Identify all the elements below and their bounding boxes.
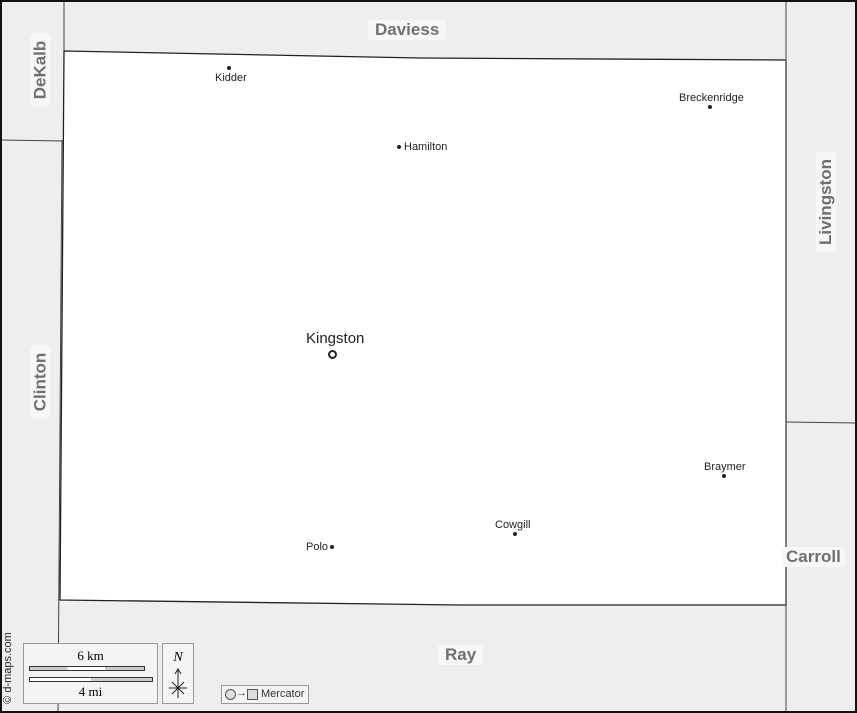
seat-label: Kingston <box>306 330 365 347</box>
scale-km-bar <box>29 666 145 671</box>
north-arrow: N <box>162 643 194 704</box>
border-line <box>0 139 64 142</box>
label-carroll: Carroll <box>782 547 845 567</box>
border-line <box>57 139 63 713</box>
globe-icon <box>225 689 236 700</box>
compass-icon <box>169 668 187 698</box>
flat-map-icon <box>247 689 258 700</box>
city-kidder: Kidder <box>215 72 247 84</box>
arrow-icon: → <box>236 687 247 699</box>
scale-mi-label: 4 mi <box>78 684 103 699</box>
projection-box: → Mercator <box>221 685 309 704</box>
projection-label: Mercator <box>261 688 305 700</box>
label-ray: Ray <box>438 645 484 665</box>
border-line <box>785 421 857 424</box>
city-cowgill: Cowgill <box>495 519 531 531</box>
city-dot-icon <box>708 105 712 109</box>
county-shape <box>59 50 787 606</box>
seat-marker-icon <box>328 350 337 359</box>
city-dot-icon <box>227 66 231 70</box>
city-breckenridge: Breckenridge <box>679 92 744 104</box>
credit-text: © d-maps.com <box>1 632 14 704</box>
north-label: N <box>173 650 183 665</box>
scale-mi-bar <box>29 677 153 682</box>
scale-km-label: 6 km <box>77 648 104 663</box>
label-livingston: Livingston <box>815 152 836 252</box>
city-dot-icon <box>722 474 726 478</box>
city-hamilton: Hamilton <box>404 141 448 153</box>
city-dot-icon <box>513 532 517 536</box>
label-clinton: Clinton <box>30 345 51 419</box>
label-daviess: Daviess <box>368 20 447 40</box>
label-dekalb: DeKalb <box>30 33 51 107</box>
city-braymer: Braymer <box>704 461 746 473</box>
city-dot-icon <box>397 145 401 149</box>
scale-bar: 6 km 4 mi <box>23 643 158 704</box>
city-dot-icon <box>330 545 334 549</box>
city-polo: Polo <box>306 541 329 553</box>
